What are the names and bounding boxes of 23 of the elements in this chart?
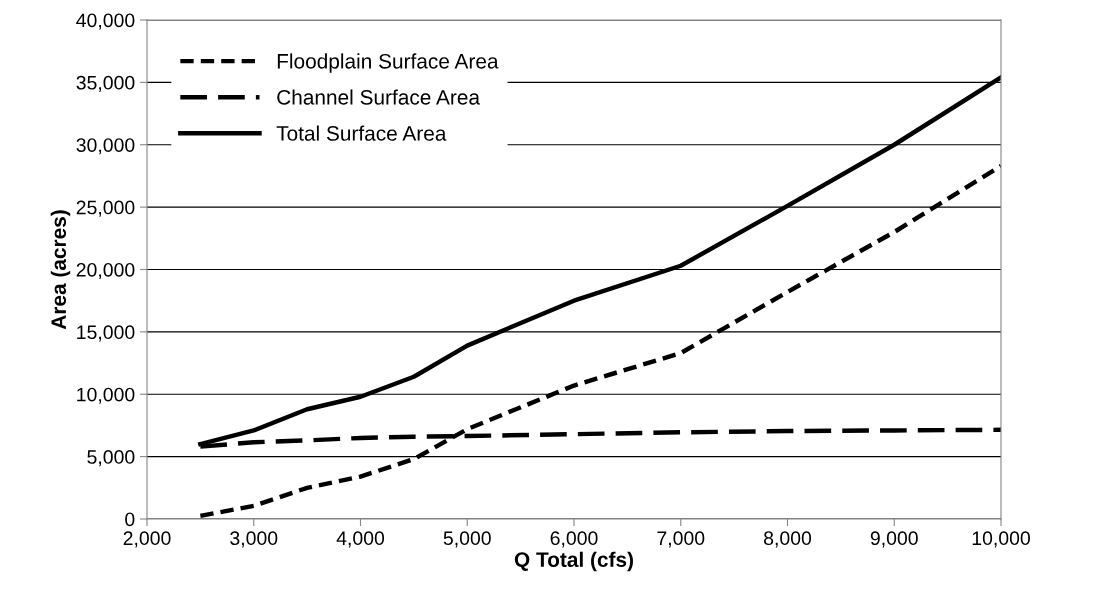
x-axis-title: Q Total (cfs): [514, 551, 633, 572]
y-axis-title: Area (acres): [50, 210, 71, 330]
x-tick-label: 9,000: [870, 531, 918, 548]
y-tick-label: 30,000: [76, 138, 135, 155]
legend-label: Floodplain Surface Area: [277, 53, 499, 73]
x-tick-label: 10,000: [972, 531, 1030, 548]
y-tick-label: 40,000: [76, 13, 135, 30]
y-tick-label: 35,000: [76, 75, 135, 92]
x-tick-label: 8,000: [764, 531, 812, 548]
x-tick-label: 3,000: [230, 531, 278, 548]
x-tick-label: 7,000: [657, 531, 705, 548]
x-tick-label: 6,000: [550, 531, 598, 548]
x-tick-label: 4,000: [336, 531, 385, 548]
legend-label: Total Surface Area: [276, 125, 447, 141]
x-tick-label: 5,000: [443, 531, 491, 548]
y-tick-label: 25,000: [76, 200, 135, 217]
legend-label: Channel Surface Area: [277, 89, 481, 105]
y-tick-label: 0: [125, 512, 135, 527]
y-tick-label: 10,000: [77, 387, 135, 404]
y-tick-label: 15,000: [77, 325, 135, 342]
x-tick-label: 2,000: [123, 531, 171, 548]
y-tick-label: 5,000: [87, 450, 135, 467]
y-tick-label: 20,000: [76, 262, 135, 280]
